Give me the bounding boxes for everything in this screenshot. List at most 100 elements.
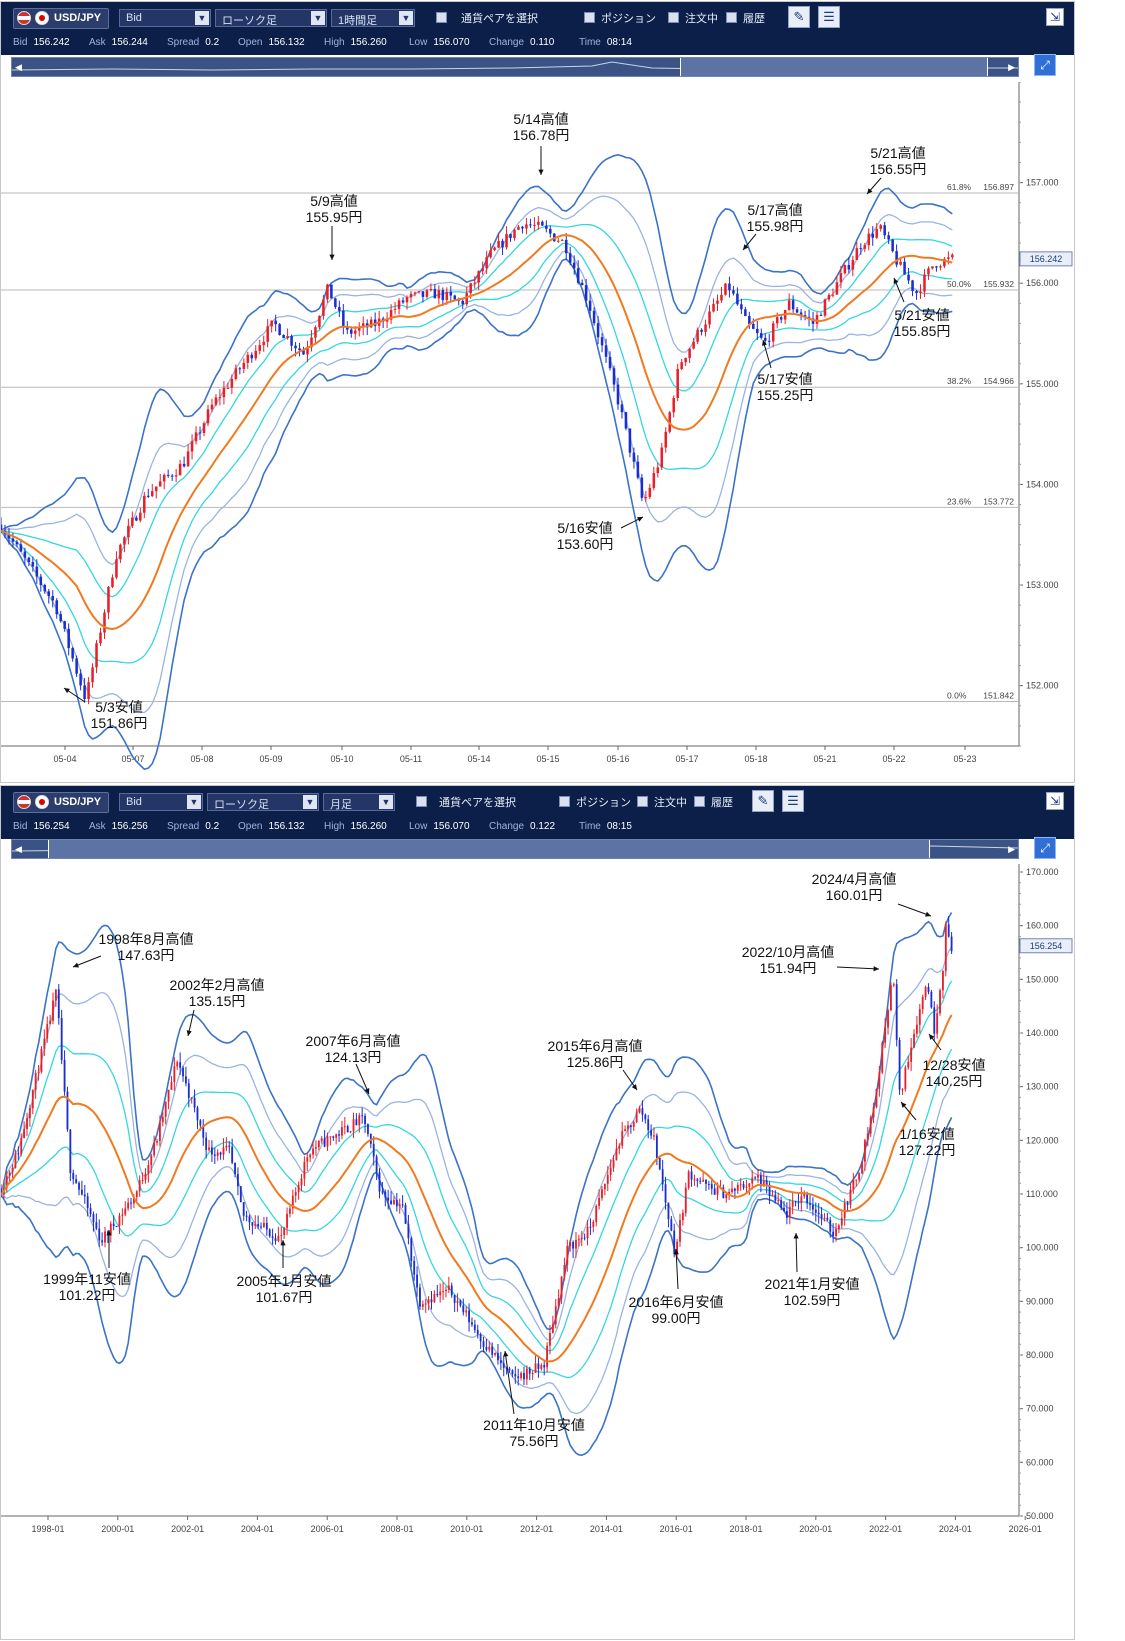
candle-body [109, 1223, 112, 1236]
pair-select-checkbox[interactable] [416, 796, 427, 807]
candle-body [676, 1241, 679, 1254]
candle-body [846, 1202, 849, 1205]
navigator-scrollbar[interactable]: ◀ ▶ [11, 839, 1019, 859]
candle-body [95, 643, 98, 668]
annotation-value: 155.98円 [747, 218, 804, 234]
candle-body [724, 283, 727, 295]
scroll-left-icon[interactable]: ◀ [15, 62, 22, 72]
candle-body [875, 228, 878, 238]
candle-body [153, 1142, 156, 1156]
expand-icon[interactable]: ⤢ [1034, 837, 1056, 859]
candle-body [161, 1116, 164, 1123]
scroll-right-icon[interactable]: ▶ [1008, 62, 1015, 72]
price-type-value: Bid [126, 12, 142, 24]
chevron-down-icon: ▼ [187, 795, 201, 809]
annotation-label: 5/16安値 [557, 520, 612, 536]
candle-body [514, 1374, 517, 1377]
y-tick-label: 160.000 [1026, 921, 1059, 931]
candle-body [326, 1136, 329, 1147]
price-type-select[interactable]: Bid ▼ [119, 9, 211, 27]
annotation-arrowhead [761, 340, 767, 346]
candle-body [330, 284, 333, 299]
candle-body [638, 1108, 641, 1113]
candle-body [433, 288, 437, 299]
history-checkbox[interactable] [726, 12, 737, 23]
candle-body [867, 233, 871, 246]
chart-settings-icon[interactable]: ☰ [782, 790, 804, 812]
candle-body [350, 329, 353, 334]
orders-checkbox[interactable] [668, 12, 679, 23]
candle-body [554, 1306, 557, 1325]
candle-body [911, 280, 914, 292]
timeframe-select[interactable]: 1時間足 ▼ [331, 9, 415, 27]
candle-body [771, 323, 775, 342]
candle-body [123, 537, 126, 545]
candle-body [485, 1346, 488, 1350]
drawing-tools-icon[interactable]: ✎ [752, 790, 774, 812]
candle-body [294, 345, 297, 349]
candle-body [430, 1299, 433, 1303]
annotation-label: 1/16安値 [899, 1126, 954, 1142]
candle-body [696, 1179, 699, 1181]
positions-checkbox[interactable] [584, 12, 595, 23]
expand-icon[interactable]: ⤢ [1034, 54, 1056, 76]
candle-body [170, 475, 174, 477]
annotation-value: 155.25円 [757, 387, 814, 403]
annotation-label: 5/21高値 [870, 145, 925, 161]
symbol-selector[interactable]: USD/JPY [13, 792, 109, 813]
fibonacci-value: 155.932 [983, 279, 1014, 289]
candle-body [176, 1062, 179, 1067]
candle-body [497, 1353, 499, 1361]
candle-body [517, 226, 520, 230]
drawing-tools-icon[interactable]: ✎ [788, 6, 810, 28]
candle-body [320, 1138, 323, 1141]
candle-body [239, 1186, 242, 1203]
chevron-down-icon: ▼ [195, 11, 209, 25]
positions-checkbox[interactable] [559, 796, 570, 807]
candle-body [903, 261, 906, 275]
candle-body [609, 1167, 612, 1175]
candle-body [297, 1185, 300, 1193]
navigator-handle[interactable] [48, 840, 930, 858]
candle-body [907, 1061, 910, 1068]
candle-body [89, 1208, 92, 1215]
candle-body [46, 1024, 49, 1039]
candle-body [644, 1114, 647, 1120]
chart-kind-select[interactable]: ローソク足 ▼ [215, 9, 327, 27]
minimize-icon[interactable]: ⇲ [1046, 792, 1064, 810]
candle-body [624, 412, 628, 429]
current-price-tag [1019, 938, 1073, 954]
annotation-label: 5/3安値 [95, 699, 142, 715]
fibonacci-label: 61.8% [947, 182, 972, 192]
candle-body [358, 1115, 361, 1126]
candle-body [268, 1229, 271, 1237]
candle-body [580, 282, 584, 286]
x-tick-label: 2026-01 [1009, 1524, 1042, 1534]
navigator-scrollbar[interactable]: ◀ ▶ [11, 57, 1019, 77]
candle-body [179, 1062, 182, 1068]
annotation-arrowhead [280, 1240, 286, 1246]
navigator-handle[interactable] [680, 58, 988, 76]
x-tick-label: 2006-01 [311, 1524, 344, 1534]
symbol-selector[interactable]: USD/JPY [13, 8, 109, 29]
candle-body [733, 1188, 736, 1191]
candle-body [899, 261, 902, 265]
price-type-select[interactable]: Bid ▼ [119, 793, 203, 811]
candle-body [66, 1091, 69, 1130]
timeframe-select[interactable]: 月足 ▼ [323, 793, 395, 811]
annotation-label: 2007年6月高値 [306, 1033, 401, 1049]
candle-body [797, 1202, 800, 1204]
candle-body [627, 1125, 629, 1130]
pair-select-checkbox[interactable] [436, 12, 447, 23]
chart-kind-select[interactable]: ローソク足 ▼ [207, 793, 319, 811]
minimize-icon[interactable]: ⇲ [1046, 8, 1064, 26]
history-checkbox[interactable] [694, 796, 705, 807]
scroll-right-icon[interactable]: ▶ [1008, 844, 1015, 854]
scroll-left-icon[interactable]: ◀ [15, 844, 22, 854]
candle-body [237, 1174, 239, 1187]
candle-body [234, 368, 238, 380]
orders-checkbox[interactable] [637, 796, 648, 807]
chart-settings-icon[interactable]: ☰ [818, 6, 840, 28]
x-tick-label: 2016-01 [660, 1524, 693, 1534]
annotation-value: 99.00円 [651, 1310, 700, 1326]
